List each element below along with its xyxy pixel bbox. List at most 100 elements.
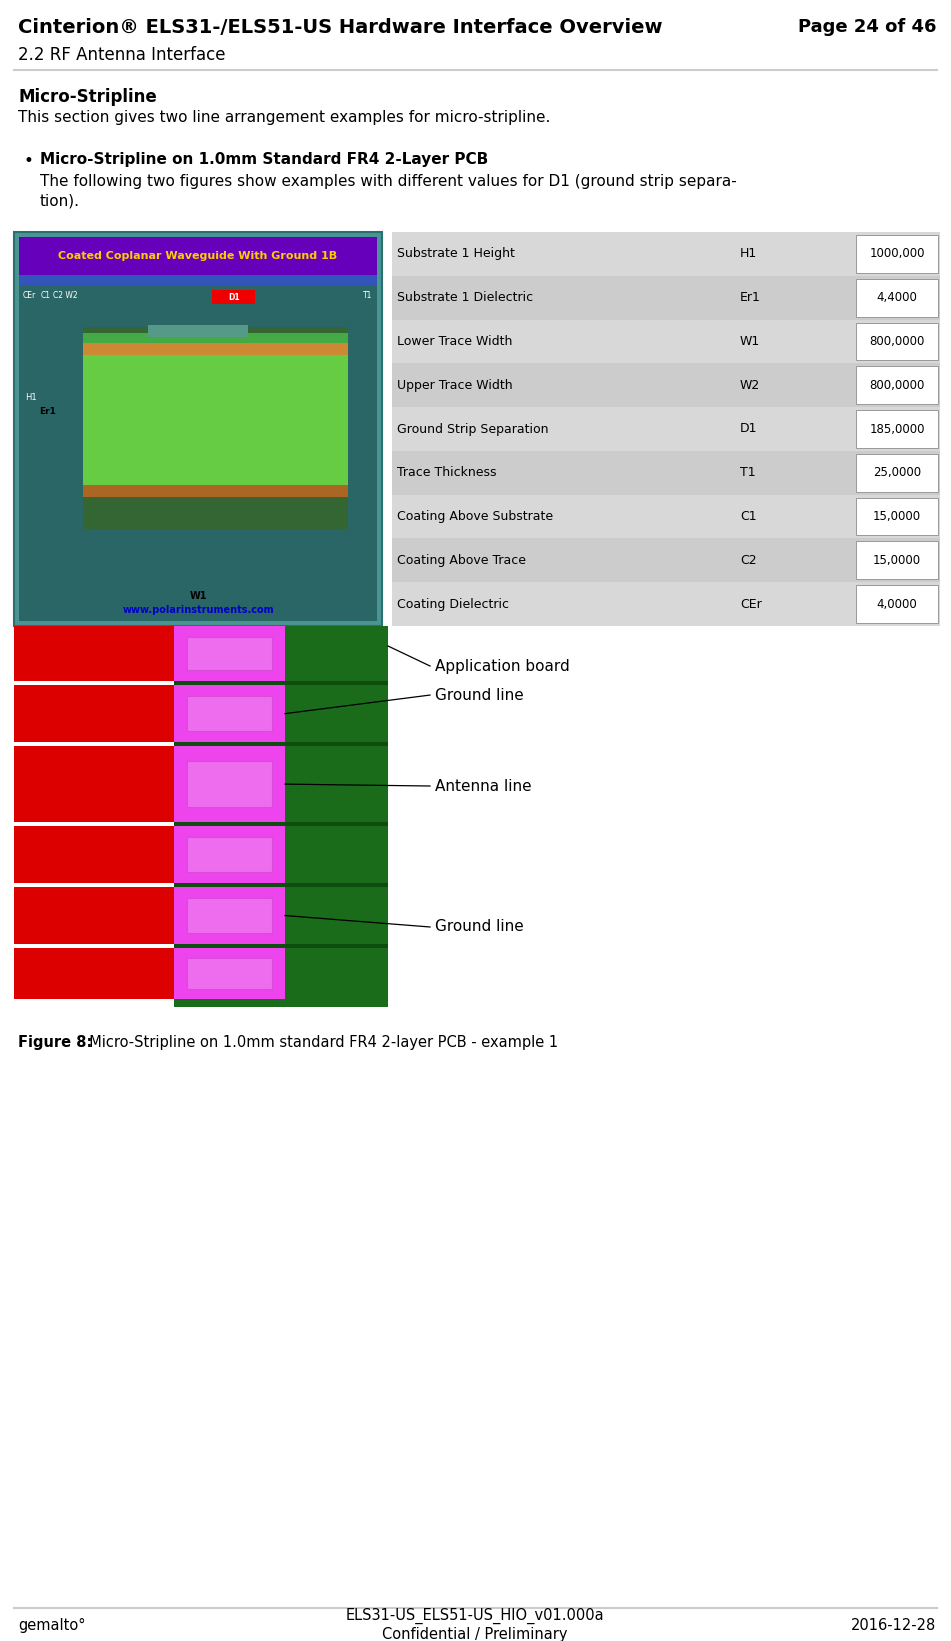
Text: D1: D1 (740, 422, 758, 435)
Text: Micro-Stripline on 1.0mm standard FR4 2-layer PCB - example 1: Micro-Stripline on 1.0mm standard FR4 2-… (80, 1035, 558, 1050)
Text: C1: C1 (740, 510, 757, 523)
Bar (187, 637, 272, 670)
Text: 4,0000: 4,0000 (877, 597, 918, 610)
Bar (14, 883, 174, 888)
Bar (856, 366, 938, 404)
Text: D1: D1 (228, 292, 240, 302)
Bar (174, 625, 285, 681)
Bar (175, 625, 388, 999)
Text: Cinterion® ELS31-/ELS51-US Hardware Interface Overview: Cinterion® ELS31-/ELS51-US Hardware Inte… (18, 18, 663, 38)
Bar (392, 407, 940, 451)
Text: 800,0000: 800,0000 (869, 335, 924, 348)
Text: C2: C2 (740, 553, 757, 566)
Bar (212, 290, 255, 304)
Text: Antenna line: Antenna line (435, 778, 532, 794)
Text: 15,0000: 15,0000 (873, 510, 922, 523)
Text: 2.2 RF Antenna Interface: 2.2 RF Antenna Interface (18, 46, 225, 64)
Text: Coated Coplanar Waveguide With Ground 1B: Coated Coplanar Waveguide With Ground 1B (58, 251, 338, 261)
Bar (14, 674, 175, 727)
Text: Micro-Stripline on 1.0mm Standard FR4 2-Layer PCB: Micro-Stripline on 1.0mm Standard FR4 2-… (40, 153, 488, 167)
Text: Ground Strip Separation: Ground Strip Separation (397, 422, 549, 435)
Text: The following two figures show examples with different values for D1 (ground str: The following two figures show examples … (40, 174, 737, 189)
Bar (14, 625, 174, 681)
Text: Page 24 of 46: Page 24 of 46 (798, 18, 936, 36)
Text: H1: H1 (25, 394, 37, 402)
Bar (14, 880, 175, 999)
Bar (14, 829, 175, 880)
Bar (187, 837, 272, 871)
Bar (84, 343, 348, 484)
Bar (174, 883, 388, 888)
Text: This section gives two line arrangement examples for micro-stripline.: This section gives two line arrangement … (18, 110, 551, 125)
Text: T1: T1 (363, 290, 373, 300)
Text: •: • (24, 153, 34, 171)
Bar (14, 944, 174, 948)
Bar (856, 586, 938, 624)
Text: T1: T1 (740, 466, 756, 479)
Bar (84, 484, 348, 497)
Text: Coating Above Substrate: Coating Above Substrate (397, 510, 553, 523)
Text: 25,0000: 25,0000 (873, 466, 922, 479)
Text: tion).: tion). (40, 194, 80, 208)
Bar (187, 898, 272, 932)
Bar (14, 747, 174, 822)
Bar (174, 681, 388, 684)
Bar (84, 343, 348, 354)
Text: W1: W1 (740, 335, 760, 348)
Bar (19, 276, 377, 286)
Text: ELS31-US_ELS51-US_HIO_v01.000a: ELS31-US_ELS51-US_HIO_v01.000a (345, 1608, 604, 1625)
Text: Ground line: Ground line (435, 919, 524, 934)
Bar (856, 235, 938, 272)
Bar (14, 625, 388, 1008)
Text: 15,0000: 15,0000 (873, 553, 922, 566)
Text: Er1: Er1 (740, 290, 761, 304)
Bar (174, 625, 388, 1008)
Bar (856, 323, 938, 361)
Text: gemalto°: gemalto° (18, 1618, 86, 1633)
Bar (187, 958, 272, 990)
Bar (392, 494, 940, 538)
Bar (174, 944, 388, 948)
Bar (84, 333, 348, 343)
Text: www.polarinstruments.com: www.polarinstruments.com (122, 606, 274, 615)
Bar (392, 231, 940, 625)
Text: Er1: Er1 (39, 407, 56, 417)
Text: Application board: Application board (435, 658, 570, 673)
Bar (19, 236, 377, 620)
Text: Figure 8:: Figure 8: (18, 1035, 92, 1050)
Bar (856, 279, 938, 317)
Bar (392, 583, 940, 625)
Text: W2: W2 (740, 379, 760, 392)
Text: 2016-12-28: 2016-12-28 (851, 1618, 936, 1633)
Text: Lower Trace Width: Lower Trace Width (397, 335, 513, 348)
Bar (174, 825, 285, 883)
Bar (856, 542, 938, 579)
Text: Confidential / Preliminary: Confidential / Preliminary (382, 1626, 568, 1641)
Bar (147, 325, 248, 336)
Bar (174, 747, 285, 822)
Bar (856, 410, 938, 448)
Text: Coating Above Trace: Coating Above Trace (397, 553, 526, 566)
Text: Trace Thickness: Trace Thickness (397, 466, 496, 479)
Bar (174, 822, 388, 825)
Text: Substrate 1 Dielectric: Substrate 1 Dielectric (397, 290, 534, 304)
Bar (14, 727, 175, 829)
Bar (19, 236, 377, 276)
Text: CEr: CEr (23, 290, 36, 300)
Bar (14, 231, 382, 625)
Text: 185,0000: 185,0000 (869, 422, 924, 435)
Text: Upper Trace Width: Upper Trace Width (397, 379, 513, 392)
Text: C2 W2: C2 W2 (53, 290, 78, 300)
Bar (174, 742, 388, 747)
Text: Substrate 1 Height: Substrate 1 Height (397, 248, 514, 261)
Bar (14, 825, 174, 883)
Text: Coating Dielectric: Coating Dielectric (397, 597, 509, 610)
Bar (392, 320, 940, 363)
Bar (856, 497, 938, 535)
Text: Micro-Stripline: Micro-Stripline (18, 89, 157, 107)
Bar (174, 684, 285, 742)
Text: Ground line: Ground line (435, 688, 524, 702)
Bar (174, 888, 285, 944)
Bar (14, 948, 174, 999)
Bar (14, 684, 174, 742)
